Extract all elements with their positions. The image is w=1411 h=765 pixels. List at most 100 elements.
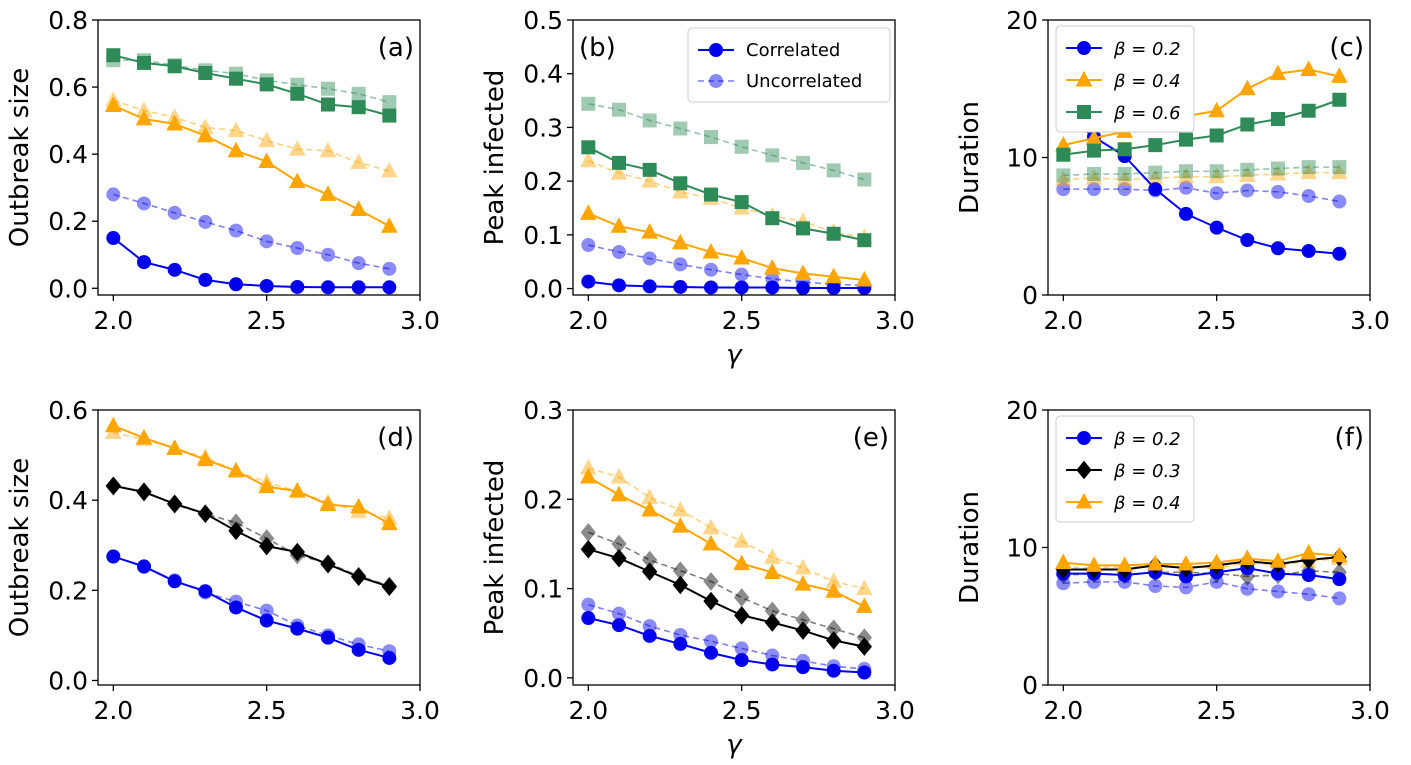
panel-e: 2.0 2.5 3.0 0.0 0.1 0.2 0.3 Peak infected γ (e)	[480, 396, 915, 760]
data-point	[610, 467, 628, 484]
data-point	[1332, 194, 1347, 209]
data-point	[1271, 112, 1285, 126]
data-point	[289, 542, 305, 562]
data-point	[351, 280, 366, 295]
x-tick-label: 3.0	[400, 696, 440, 725]
data-point	[167, 574, 182, 589]
data-point	[796, 221, 810, 236]
data-point	[196, 126, 214, 143]
x-tick-label: 2.5	[1197, 306, 1237, 335]
data-point	[610, 485, 628, 502]
data-point	[258, 131, 276, 148]
data-point	[673, 636, 688, 651]
legend-label: β = 0.3	[1113, 461, 1181, 482]
data-point	[258, 477, 276, 494]
data-point	[321, 630, 335, 645]
y-tick-label: 0.3	[523, 113, 563, 142]
legend-label: β = 0.2	[1113, 429, 1181, 450]
data-point	[229, 277, 243, 292]
data-point	[612, 245, 626, 260]
data-point	[1240, 581, 1255, 596]
x-tick-label: 2.0	[568, 306, 608, 335]
y-tick-label: 0.0	[48, 666, 88, 695]
x-tick-label: 3.0	[875, 696, 915, 725]
data-point	[579, 151, 597, 168]
data-point	[1087, 182, 1101, 197]
data-point	[1056, 182, 1071, 197]
series-line	[588, 103, 865, 181]
x-tick-label: 3.0	[400, 306, 440, 335]
data-point	[1332, 160, 1347, 175]
data-point	[641, 172, 659, 188]
data-point	[704, 645, 718, 660]
panel-a: 2.0 2.5 3.0 0.0 0.2 0.4 0.6 0.8 Outbreak size (a)	[5, 6, 440, 335]
legend-box	[1055, 415, 1195, 523]
data-point	[825, 267, 843, 284]
data-point	[672, 575, 688, 595]
data-point	[826, 226, 841, 241]
data-point	[826, 663, 841, 678]
data-point	[1271, 241, 1285, 256]
data-point	[1301, 160, 1316, 175]
data-point	[734, 280, 749, 295]
x-tick-label: 2.0	[93, 696, 133, 725]
data-point	[1271, 584, 1285, 599]
y-tick-label: 20	[1006, 6, 1038, 35]
series-line	[1063, 98, 1340, 156]
data-point	[642, 162, 657, 177]
data-point	[581, 597, 596, 612]
data-point	[1240, 162, 1255, 177]
data-point	[1301, 189, 1316, 203]
data-point	[288, 172, 306, 189]
data-point	[1209, 186, 1224, 201]
y-tick-label: 0.2	[523, 167, 563, 196]
legend-marker	[1077, 41, 1091, 55]
data-point	[733, 554, 751, 571]
x-tick-label: 2.5	[247, 306, 287, 335]
data-point	[673, 257, 688, 272]
data-point	[197, 504, 213, 523]
y-tick-label: 0	[1022, 281, 1038, 310]
series-line	[587, 476, 865, 608]
data-point	[579, 204, 597, 220]
data-point	[857, 172, 872, 187]
data-point	[320, 554, 336, 574]
data-point	[765, 148, 780, 163]
data-point	[135, 428, 153, 445]
data-point	[671, 182, 689, 199]
y-tick-label: 0.1	[523, 575, 563, 604]
data-point	[734, 641, 749, 656]
series-line	[112, 237, 390, 289]
data-point	[259, 234, 274, 249]
data-point	[1271, 184, 1285, 199]
data-point	[1269, 64, 1287, 81]
data-point	[794, 558, 812, 575]
series-line	[1062, 112, 1340, 255]
data-point	[351, 100, 366, 115]
data-point	[1148, 579, 1163, 593]
data-point	[290, 279, 305, 294]
series-line	[113, 555, 390, 659]
legend-label: β = 0.2	[1113, 39, 1181, 60]
data-point	[1330, 67, 1348, 83]
data-point	[734, 139, 749, 154]
data-point	[641, 223, 659, 239]
data-point	[1332, 591, 1347, 606]
series-line	[1063, 551, 1340, 567]
series-line	[113, 59, 390, 103]
data-point	[579, 467, 597, 484]
data-point	[704, 262, 718, 277]
data-point	[319, 185, 337, 201]
y-tick-label: 0.5	[523, 6, 563, 35]
x-tick-label: 2.0	[93, 306, 133, 335]
x-tick-label: 2.5	[1197, 696, 1237, 725]
data-point	[1177, 167, 1195, 184]
data-point	[135, 109, 153, 126]
panel-d: 2.0 2.5 3.0 0.0 0.2 0.4 0.6 Outbreak size (d)	[5, 396, 440, 725]
series-line	[113, 99, 390, 172]
series-line	[113, 431, 390, 519]
data-point	[1209, 128, 1224, 143]
data-point	[321, 81, 335, 96]
data-point	[1087, 143, 1101, 158]
